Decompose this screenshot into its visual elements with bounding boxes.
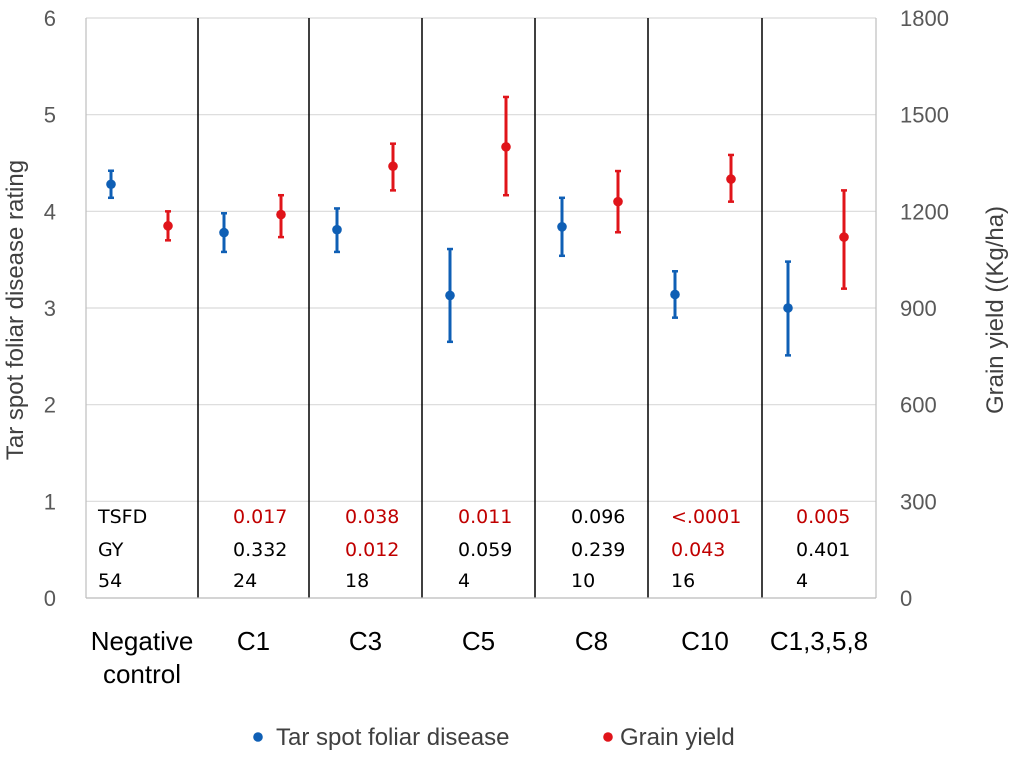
- group-separators: [197, 18, 763, 598]
- sample-size: 54: [98, 570, 122, 592]
- left-tick-label: 1: [44, 489, 56, 514]
- left-axis-title: Tar spot foliar disease rating: [2, 160, 29, 460]
- right-tick-label: 900: [900, 296, 937, 321]
- left-tick-label: 4: [44, 199, 56, 224]
- gy-pvalue: 0.401: [796, 539, 850, 561]
- legend-label-tsfd: Tar spot foliar disease: [276, 724, 509, 751]
- category-label: C1,3,5,8: [770, 626, 868, 656]
- right-tick-label: 300: [900, 489, 937, 514]
- category-label: C10: [681, 626, 729, 656]
- right-tick-label: 1200: [900, 199, 949, 224]
- right-axis-title: Grain yield ((Kg/ha): [982, 206, 1009, 414]
- tsfd-point: [332, 224, 342, 235]
- axes: [85, 18, 877, 599]
- tsfd-point: [557, 222, 567, 232]
- tsfd-pvalue: <.0001: [671, 506, 741, 528]
- legend-marker-gy: [603, 732, 613, 742]
- sample-size: 16: [671, 570, 695, 592]
- gy-pvalue: 0.043: [671, 539, 725, 561]
- gy-point: [613, 196, 623, 207]
- gy-point: [839, 232, 849, 242]
- tsfd-point: [219, 227, 229, 238]
- legend-label-gy: Grain yield: [620, 724, 735, 751]
- tsfd-pvalue: 0.005: [796, 506, 850, 528]
- category-label: Negative: [91, 626, 194, 656]
- tsfd-point: [670, 289, 680, 300]
- right-tick-label: 1500: [900, 103, 949, 128]
- tsfd-point: [445, 290, 455, 301]
- row-label-tsfd: TSFD: [97, 506, 147, 528]
- gridlines: [86, 17, 876, 599]
- gy-pvalue: 0.059: [458, 539, 512, 561]
- sample-size: 18: [345, 570, 369, 592]
- category-label: C3: [349, 626, 382, 656]
- tsfd-pvalue: 0.038: [345, 506, 399, 528]
- category-label: C1: [237, 626, 270, 656]
- gy-point: [163, 221, 173, 231]
- left-axis-ticks: 0 1 2 3 4 5 6: [44, 6, 56, 611]
- left-tick-label: 0: [44, 586, 56, 611]
- gy-pvalue: 0.239: [571, 539, 625, 561]
- tsfd-point: [106, 179, 116, 190]
- category-label: C5: [462, 626, 495, 656]
- left-tick-label: 6: [44, 6, 56, 31]
- left-tick-label: 5: [44, 103, 56, 128]
- gy-point: [501, 142, 511, 152]
- category-label: C8: [575, 626, 608, 656]
- right-tick-label: 1800: [900, 6, 949, 31]
- tsfd-pvalue: 0.096: [571, 506, 625, 528]
- sample-size: 10: [571, 570, 595, 592]
- sample-size: 4: [458, 570, 470, 592]
- gy-pvalue: 0.332: [233, 539, 287, 561]
- tsfd-pvalue: 0.017: [233, 506, 287, 528]
- left-tick-label: 3: [44, 296, 56, 321]
- gy-point: [276, 209, 286, 220]
- series: [106, 95, 849, 357]
- right-tick-label: 600: [900, 393, 937, 418]
- right-tick-label: 0: [900, 586, 912, 611]
- legend: Tar spot foliar disease Grain yield: [253, 724, 735, 751]
- gy-pvalue: 0.012: [345, 539, 399, 561]
- left-tick-label: 2: [44, 393, 56, 418]
- category-label: control: [103, 659, 181, 689]
- legend-marker-tsfd: [253, 732, 263, 742]
- gy-point: [726, 174, 736, 184]
- tsfd-pvalue: 0.011: [458, 506, 512, 528]
- sample-size: 24: [233, 570, 257, 592]
- tsfd-point: [783, 303, 793, 313]
- right-axis-ticks: 0 300 600 900 1200 1500 1800: [900, 6, 949, 611]
- stats-table: TSFD GY 0.017 0.038 0.011 0.096 <.0001 0.005 0.3…: [97, 506, 850, 592]
- sample-size: 4: [796, 570, 808, 592]
- gy-point: [388, 161, 398, 172]
- row-label-gy: GY: [98, 539, 124, 561]
